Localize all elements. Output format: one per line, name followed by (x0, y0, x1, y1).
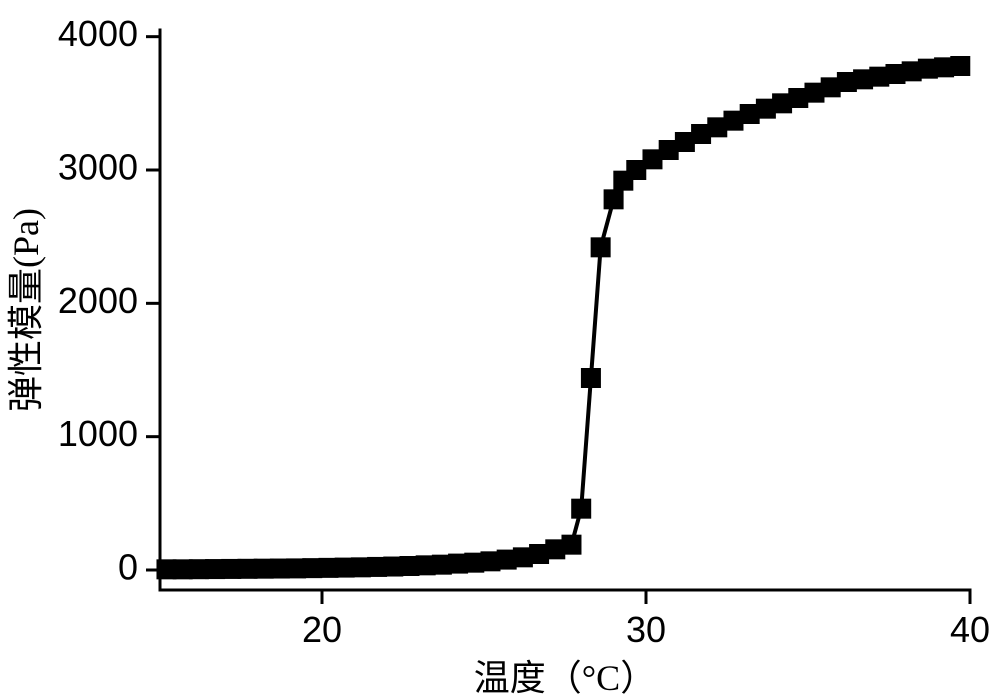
chart-container: 0 1000 2000 3000 4000 20 30 40 温度（°C） 弹性模量(Pa) (0, 0, 1000, 695)
y-tick-label: 2000 (58, 280, 138, 321)
y-tick-label: 4000 (58, 13, 138, 54)
x-tick-label: 20 (302, 609, 342, 650)
chart-svg: 0 1000 2000 3000 4000 20 30 40 温度（°C） 弹性模量(Pa) (0, 0, 1000, 695)
data-marker (571, 499, 591, 519)
data-marker (604, 189, 624, 209)
x-axis-label: 温度（°C） (474, 658, 656, 695)
data-marker (950, 56, 970, 76)
data-marker (581, 368, 601, 388)
x-tick-label: 40 (950, 609, 990, 650)
y-axis-label: 弹性模量(Pa) (6, 208, 46, 412)
y-tick-label: 1000 (58, 413, 138, 454)
data-marker (561, 535, 581, 555)
y-tick-label: 3000 (58, 147, 138, 188)
data-marker (591, 237, 611, 257)
y-tick-label: 0 (118, 547, 138, 588)
x-tick-label: 30 (626, 609, 666, 650)
